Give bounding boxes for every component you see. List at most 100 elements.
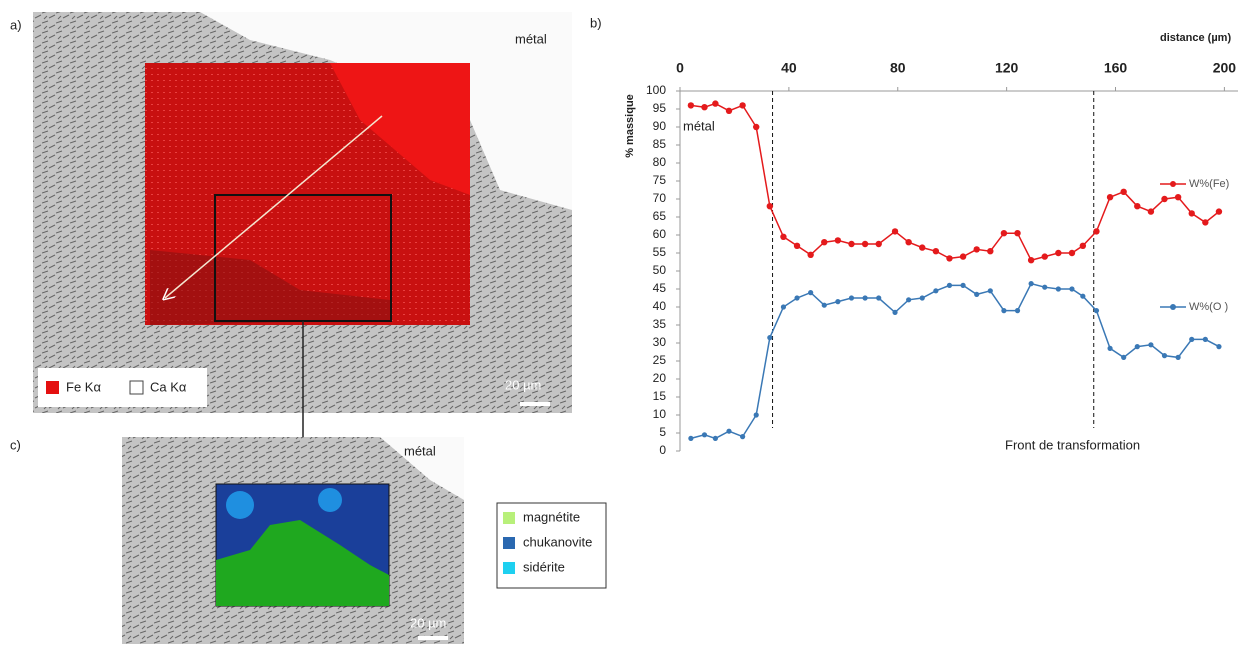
data-point	[1121, 354, 1127, 360]
data-point	[712, 100, 719, 107]
scale-bar	[418, 636, 448, 640]
y-tick-label: 85	[653, 137, 667, 151]
data-point	[834, 237, 842, 244]
data-point	[767, 335, 773, 341]
series-line	[690, 282, 1220, 440]
data-point	[1216, 344, 1222, 350]
y-tick-label: 25	[653, 353, 667, 367]
x-tick-label: 200	[1213, 60, 1237, 76]
legend-swatch	[503, 562, 515, 574]
data-point	[906, 297, 912, 303]
data-point	[726, 428, 732, 434]
data-point	[766, 203, 774, 210]
panel-label: a)	[10, 17, 22, 32]
y-tick-label: 40	[653, 299, 667, 313]
y-tick-label: 70	[653, 191, 667, 205]
data-point	[1042, 284, 1048, 290]
legend-swatch	[46, 381, 59, 394]
annotation: métal	[683, 118, 715, 133]
y-tick-label: 5	[659, 425, 666, 439]
y-tick-label: 80	[653, 155, 667, 169]
data-point	[1093, 308, 1100, 314]
data-point	[1041, 253, 1048, 260]
data-point	[1068, 249, 1076, 257]
data-point	[1000, 230, 1008, 237]
data-point	[1202, 336, 1208, 342]
legend-label: Fe Kα	[66, 379, 101, 394]
legend-swatch	[129, 380, 144, 395]
metal-region	[380, 437, 464, 500]
legend-label: W%(O )	[1189, 301, 1228, 313]
legend-label: W%(Fe)	[1189, 178, 1229, 190]
data-point	[946, 255, 953, 262]
y-tick-label: 60	[653, 227, 667, 241]
data-point	[876, 295, 882, 301]
data-point	[1079, 242, 1087, 249]
scale-bar	[520, 402, 550, 406]
data-point	[1147, 208, 1155, 215]
legend-label: Ca Kα	[150, 379, 187, 394]
legend-marker	[1170, 181, 1176, 187]
data-point	[1001, 308, 1007, 314]
legend-marker	[1170, 304, 1176, 310]
y-tick-label: 90	[653, 119, 667, 133]
data-point	[905, 239, 912, 246]
metal-label: métal	[515, 31, 547, 46]
data-point	[919, 244, 926, 251]
data-point	[712, 435, 718, 441]
data-point	[919, 295, 925, 301]
data-point	[933, 288, 939, 294]
data-point	[848, 240, 855, 248]
x-tick-label: 160	[1104, 60, 1128, 76]
data-point	[1014, 230, 1021, 237]
legend-swatch	[503, 512, 515, 524]
data-point	[725, 107, 733, 115]
data-point	[974, 291, 980, 297]
data-point	[875, 240, 882, 248]
data-point	[688, 435, 694, 441]
data-point	[987, 288, 993, 294]
data-point	[793, 242, 801, 249]
data-point	[835, 299, 841, 305]
data-point	[753, 412, 759, 418]
y-tick-label: 75	[653, 173, 667, 187]
y-tick-label: 55	[653, 245, 667, 259]
legend-label: chukanovite	[523, 534, 592, 549]
scale-label: 20 µm	[410, 615, 446, 630]
data-point	[1215, 208, 1223, 215]
data-point	[1189, 336, 1195, 342]
fe-metal	[330, 63, 470, 195]
panel-label: b)	[590, 15, 602, 30]
data-point	[861, 240, 869, 248]
data-point	[1106, 194, 1114, 201]
magnetite-zone	[216, 520, 389, 606]
legend-label: sidérite	[523, 559, 565, 574]
y-tick-label: 35	[653, 317, 667, 331]
dark-zone	[150, 250, 390, 325]
data-point	[960, 282, 966, 288]
data-point	[1027, 257, 1035, 264]
data-point	[821, 302, 827, 308]
siderite-spot	[226, 491, 254, 519]
data-point	[821, 239, 828, 246]
data-point	[701, 432, 708, 438]
data-point	[1055, 249, 1062, 257]
data-point	[1161, 353, 1168, 359]
data-point	[1028, 281, 1034, 287]
data-point	[891, 228, 899, 235]
data-point	[780, 233, 787, 240]
data-point	[987, 248, 994, 255]
data-point	[1202, 219, 1209, 226]
data-point	[932, 248, 940, 255]
legend-box	[496, 502, 607, 589]
data-point	[687, 102, 695, 109]
y-tick-label: 30	[653, 335, 667, 349]
y-tick-label: 15	[653, 389, 667, 403]
legend-label: magnétite	[523, 509, 580, 524]
data-point	[1188, 210, 1195, 217]
y-tick-label: 50	[653, 263, 667, 277]
x-axis-title: distance (µm)	[1160, 32, 1231, 44]
y-tick-label: 0	[659, 443, 666, 457]
data-point	[848, 295, 855, 301]
data-point	[794, 295, 800, 301]
